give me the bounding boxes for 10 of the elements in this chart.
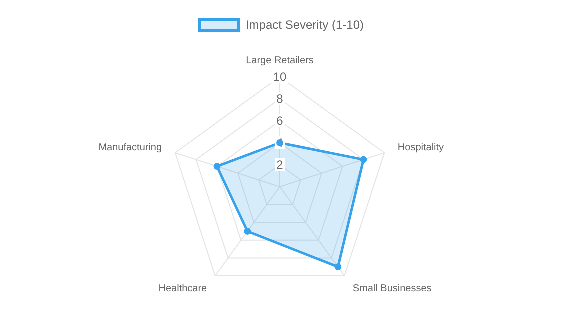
spoke-label: Hospitality xyxy=(398,142,444,154)
spoke-label: Healthcare xyxy=(158,283,208,294)
y-tick-label: 2 xyxy=(276,158,284,172)
legend-label: Impact Severity (1-10) xyxy=(246,18,364,32)
y-tick-label: 8 xyxy=(276,92,284,106)
spoke-label: Large Retailers xyxy=(246,56,314,66)
spoke-label: Small Businesses xyxy=(352,283,432,294)
y-tick-label: 6 xyxy=(276,114,284,128)
spoke-label: Manufacturing xyxy=(98,142,162,154)
y-tick-label: 10 xyxy=(273,70,287,84)
